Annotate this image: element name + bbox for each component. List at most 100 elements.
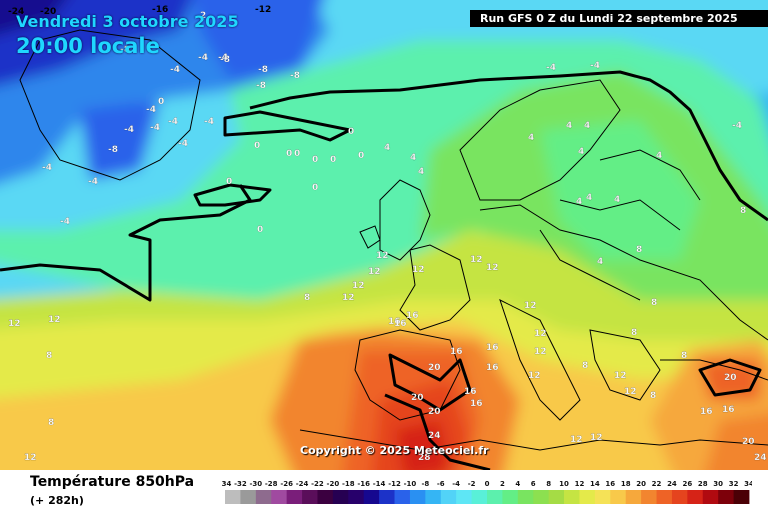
isotherm-label: 20 [742, 437, 755, 447]
legend-swatch [517, 490, 534, 504]
legend-tick: -30 [249, 480, 262, 488]
legend-swatch [332, 490, 349, 504]
legend-tick: 0 [485, 480, 490, 488]
legend-swatch [718, 490, 734, 504]
legend-swatch [579, 490, 596, 504]
isotherm-label: 12 [368, 267, 381, 277]
isotherm-label: 0 [158, 97, 164, 107]
isotherm-label: 4 [384, 143, 390, 153]
isotherm-label: 16 [486, 363, 499, 373]
isotherm-label: 8 [631, 328, 637, 338]
legend-swatch [225, 490, 241, 504]
isotherm-label: 12 [534, 329, 547, 339]
isotherm-label: -4 [150, 123, 160, 133]
isotherm-label: 4 [656, 151, 662, 161]
legend-tick: -34 [222, 480, 231, 488]
legend-tick: -14 [373, 480, 386, 488]
isotherm-label: 16 [394, 319, 407, 329]
isotherm-label: 16 [388, 317, 401, 327]
isotherm-label: -8 [290, 71, 300, 81]
isotherm-label: -4 [546, 63, 556, 73]
legend-swatch [271, 490, 288, 504]
isotherm-label: 8 [582, 361, 588, 371]
isotherm-label: -4 [168, 117, 178, 127]
isotherm-label: 0 [286, 149, 292, 159]
legend-tick: -26 [280, 480, 293, 488]
isotherm-label: 4 [566, 121, 572, 131]
isotherm-label: -4 [42, 163, 52, 173]
legend-tick: 6 [531, 480, 536, 488]
forecast-time: 20:00 locale [16, 34, 160, 58]
isotherm-label: 12 [486, 263, 499, 273]
legend-swatch [733, 490, 750, 504]
isotherm-label: -4 [590, 61, 600, 71]
legend-tick: 8 [546, 480, 551, 488]
legend-tick: 34 [744, 480, 752, 488]
isotherm-lines [0, 70, 768, 470]
isotherm-label: 28 [418, 453, 431, 463]
isotherm-label: 12 [590, 433, 603, 443]
isotherm-label: 4 [578, 147, 584, 157]
legend-swatch [564, 490, 580, 504]
legend-swatch [502, 490, 519, 504]
isotherm-label: 12 [470, 255, 483, 265]
isotherm-label: -8 [120, 45, 130, 55]
isotherm-label: 12 [352, 281, 365, 291]
isotherm-label: 8 [740, 206, 746, 216]
isotherm-label: 8 [304, 293, 310, 303]
isotherm-label: 12 [376, 251, 389, 261]
isotherm-label: 12 [570, 435, 583, 445]
isotherm-label: -4 [60, 217, 70, 227]
isotherm-label: 20 [411, 393, 424, 403]
legend-tick: -20 [327, 480, 340, 488]
isotherm-label: 8 [651, 298, 657, 308]
legend-tick: -24 [296, 480, 309, 488]
legend-tick: 14 [590, 480, 600, 488]
isotherm-label: 0 [358, 151, 364, 161]
isotherm-label: 0 [312, 155, 318, 165]
isotherm-label: 16 [406, 311, 419, 321]
legend-tick: 24 [667, 480, 677, 488]
temperature-map: -24 -20 -16 -12-8-8-8-8-8-8-4-4-4-4-4 -4-4-4… [0, 0, 768, 470]
legend-swatch [487, 490, 503, 504]
legend-tick: -16 [357, 480, 370, 488]
legend-tick: 4 [515, 480, 520, 488]
legend-tick: -32 [234, 480, 247, 488]
isotherm-label: 2 [200, 11, 206, 21]
isotherm-label: 8 [46, 351, 52, 361]
isotherm-label: -4 [218, 53, 228, 63]
legend-swatch [656, 490, 673, 504]
isotherm-value-labels: -24 -20 -16 -12-8-8-8-8-8-8-4-4-4-4-4 -4-4-4… [8, 5, 767, 463]
legend-swatch [440, 490, 457, 504]
legend-tick: -22 [311, 480, 324, 488]
isotherm-label: 8 [636, 245, 642, 255]
isotherm-label: 4 [614, 195, 620, 205]
isotherm-label: 0 [226, 177, 232, 187]
isotherm-label: 8 [681, 351, 687, 361]
forecast-lead-time: (+ 282h) [30, 494, 84, 507]
isotherm-label: -8 [256, 81, 266, 91]
isotherm-label: -4 [198, 53, 208, 63]
isotherm-label: -20 [40, 7, 56, 17]
legend-tick: 26 [682, 480, 692, 488]
isotherm-label: 24 [754, 453, 767, 463]
legend-swatch [302, 490, 318, 504]
legend-swatch [533, 490, 550, 504]
isotherm-label: -4 [146, 105, 156, 115]
isotherm-label: -12 [255, 5, 271, 15]
legend-swatch [286, 490, 303, 504]
isotherm-label: 4 [528, 133, 534, 143]
isotherm-label: -16 [152, 5, 168, 15]
legend-tick: 10 [559, 480, 569, 488]
legend-tick: -8 [421, 480, 429, 488]
isotherm-label: 12 [342, 293, 355, 303]
legend-swatch [671, 490, 688, 504]
isotherm-label: -4 [124, 125, 134, 135]
legend-swatch [702, 490, 719, 504]
isotherm-label: 4 [418, 167, 424, 177]
legend-tick: -12 [388, 480, 401, 488]
isotherm-label: 20 [724, 373, 737, 383]
isotherm-label: 0 [330, 155, 336, 165]
isotherm-label: 0 [257, 225, 263, 235]
isotherm-label: 0 [348, 127, 354, 137]
